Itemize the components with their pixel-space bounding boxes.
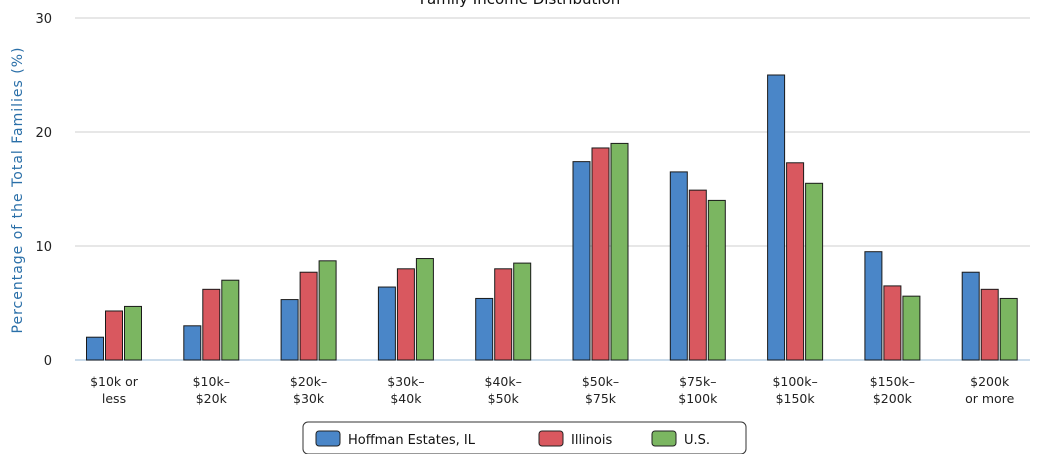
x-tick-label: $30k– $40k [387, 374, 424, 406]
bar [124, 305, 142, 361]
bar [280, 299, 299, 361]
bar [475, 297, 494, 361]
x-axis-labels: $10k or less $10k– $20k $20k– $30k $30k– $40k $4… [90, 374, 1015, 406]
bar [669, 171, 688, 361]
bar [105, 310, 123, 361]
bar [767, 74, 786, 361]
bar [396, 268, 415, 361]
legend-label: Hoffman Estates, IL [348, 433, 476, 448]
bar [961, 271, 980, 361]
x-tick-label: $100k– $150k [772, 374, 817, 406]
x-tick-label: $200k or more [965, 374, 1014, 406]
bar [688, 189, 707, 361]
y-tick-label: 10 [35, 240, 52, 255]
bar [610, 142, 629, 361]
bar [591, 147, 610, 361]
chart-title: Family Income Distribution [420, 0, 621, 8]
bar [318, 260, 337, 361]
y-tick-label: 30 [35, 12, 52, 27]
y-tick-label: 0 [44, 354, 52, 369]
legend-swatch [538, 430, 564, 447]
bar [999, 297, 1018, 361]
bar [513, 262, 532, 361]
x-tick-label: $20k– $30k [290, 374, 327, 406]
bar [415, 258, 434, 361]
x-tick-label: $75k– $100k [678, 374, 718, 406]
legend-label: U.S. [684, 433, 710, 448]
bars [86, 74, 1018, 361]
x-tick-label: $40k– $50k [485, 374, 522, 406]
bar [883, 285, 902, 361]
legend-swatch [651, 430, 677, 447]
bar [572, 161, 591, 361]
y-axis-label: Percentage of the Total Families (%) [10, 47, 26, 334]
legend: Hoffman Estates, IL Illinois U.S. [302, 421, 747, 454]
legend-swatch [315, 430, 341, 447]
bar [377, 286, 396, 361]
x-tick-label: $50k– $75k [582, 374, 619, 406]
x-tick-label: $10k or less [90, 374, 139, 406]
bar [805, 182, 824, 361]
legend-label: Illinois [571, 433, 612, 448]
bar [221, 279, 240, 361]
x-tick-label: $150k– $200k [870, 374, 915, 406]
bar [707, 199, 726, 361]
x-tick-label: $10k– $20k [193, 374, 230, 406]
bar [864, 251, 883, 361]
bar [494, 268, 513, 361]
bar [299, 271, 318, 361]
bar [202, 288, 221, 361]
bar [980, 288, 999, 361]
bar [786, 162, 805, 361]
bar [183, 325, 202, 361]
bar [902, 295, 921, 361]
y-tick-label: 20 [35, 126, 52, 141]
y-axis-ticks: 0 10 20 30 [35, 12, 52, 369]
bar [86, 336, 104, 361]
legend-box [302, 421, 747, 454]
